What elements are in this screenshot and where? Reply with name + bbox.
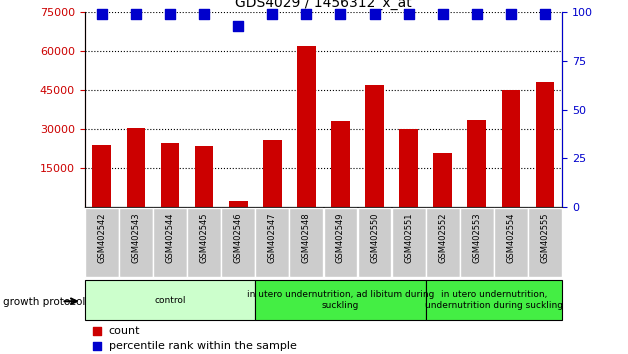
Text: GSM402554: GSM402554 bbox=[506, 212, 516, 263]
FancyBboxPatch shape bbox=[119, 208, 153, 277]
FancyBboxPatch shape bbox=[256, 280, 426, 320]
FancyBboxPatch shape bbox=[426, 280, 562, 320]
Point bbox=[301, 11, 311, 17]
FancyBboxPatch shape bbox=[85, 208, 119, 277]
Text: growth protocol: growth protocol bbox=[3, 297, 85, 307]
Point bbox=[92, 328, 102, 333]
Text: GSM402544: GSM402544 bbox=[166, 212, 175, 263]
Point bbox=[92, 343, 102, 348]
Text: count: count bbox=[109, 326, 140, 336]
Text: control: control bbox=[154, 296, 186, 304]
FancyBboxPatch shape bbox=[358, 208, 391, 277]
Point bbox=[165, 11, 175, 17]
Point bbox=[404, 11, 414, 17]
FancyBboxPatch shape bbox=[460, 208, 494, 277]
Text: GSM402543: GSM402543 bbox=[131, 212, 141, 263]
FancyBboxPatch shape bbox=[187, 208, 221, 277]
Bar bbox=[263, 139, 282, 207]
Bar bbox=[229, 201, 247, 207]
Bar bbox=[161, 143, 180, 207]
Point bbox=[540, 11, 550, 17]
Bar bbox=[536, 82, 555, 207]
FancyBboxPatch shape bbox=[153, 208, 187, 277]
Point bbox=[268, 11, 278, 17]
Text: GSM402542: GSM402542 bbox=[97, 212, 106, 263]
Text: GSM402549: GSM402549 bbox=[336, 212, 345, 263]
Text: GSM402550: GSM402550 bbox=[370, 212, 379, 263]
FancyBboxPatch shape bbox=[494, 208, 528, 277]
Text: GSM402555: GSM402555 bbox=[541, 212, 550, 263]
FancyBboxPatch shape bbox=[85, 280, 255, 320]
FancyBboxPatch shape bbox=[426, 208, 460, 277]
Text: GSM402551: GSM402551 bbox=[404, 212, 413, 263]
Bar bbox=[433, 153, 452, 207]
Text: GSM402547: GSM402547 bbox=[268, 212, 277, 263]
Text: GSM402545: GSM402545 bbox=[200, 212, 208, 263]
FancyBboxPatch shape bbox=[392, 208, 426, 277]
FancyBboxPatch shape bbox=[323, 208, 357, 277]
Text: GSM402552: GSM402552 bbox=[438, 212, 447, 263]
Point bbox=[335, 11, 345, 17]
Point bbox=[97, 11, 107, 17]
FancyBboxPatch shape bbox=[221, 208, 255, 277]
Bar bbox=[127, 128, 145, 207]
Point bbox=[199, 11, 209, 17]
Text: GSM402546: GSM402546 bbox=[234, 212, 242, 263]
FancyBboxPatch shape bbox=[290, 208, 323, 277]
Point bbox=[438, 11, 448, 17]
Text: percentile rank within the sample: percentile rank within the sample bbox=[109, 341, 296, 350]
Text: GSM402548: GSM402548 bbox=[302, 212, 311, 263]
Title: GDS4029 / 1456312_x_at: GDS4029 / 1456312_x_at bbox=[235, 0, 412, 10]
Point bbox=[506, 11, 516, 17]
FancyBboxPatch shape bbox=[528, 208, 562, 277]
Point bbox=[369, 11, 379, 17]
Bar bbox=[399, 129, 418, 207]
Text: GSM402553: GSM402553 bbox=[472, 212, 481, 263]
Bar bbox=[467, 120, 486, 207]
Point bbox=[131, 11, 141, 17]
Bar bbox=[92, 145, 111, 207]
Bar bbox=[195, 146, 214, 207]
Bar bbox=[331, 121, 350, 207]
Bar bbox=[502, 90, 521, 207]
Text: in utero undernutrition, ad libitum during
suckling: in utero undernutrition, ad libitum duri… bbox=[247, 290, 434, 310]
Text: in utero undernutrition,
undernutrition during suckling: in utero undernutrition, undernutrition … bbox=[425, 290, 563, 310]
FancyBboxPatch shape bbox=[256, 208, 289, 277]
Bar bbox=[297, 46, 316, 207]
Point bbox=[233, 23, 243, 29]
Point bbox=[472, 11, 482, 17]
Bar bbox=[365, 85, 384, 207]
